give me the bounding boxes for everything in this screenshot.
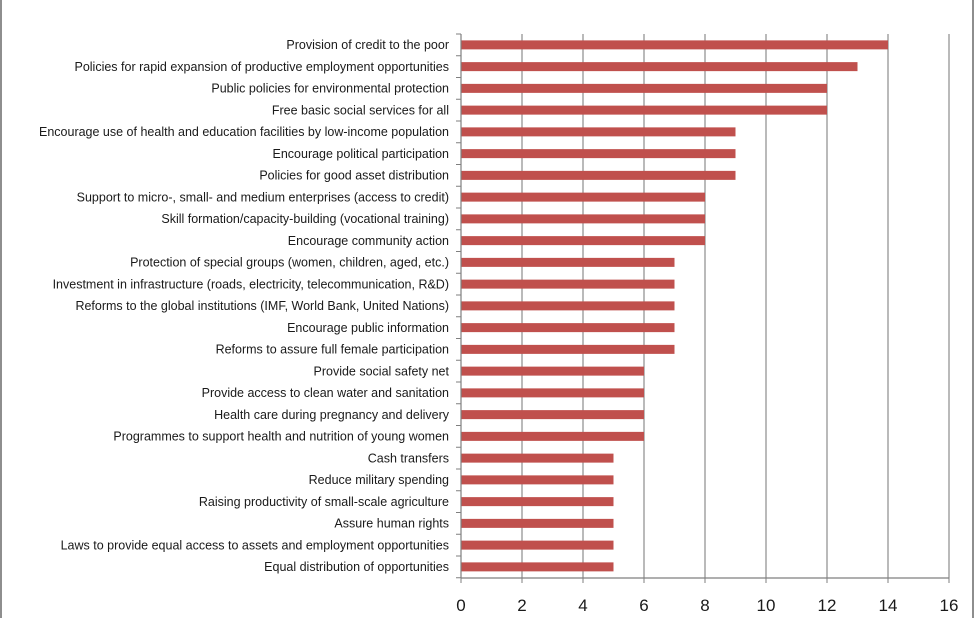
x-tick-label-4: 4: [578, 596, 587, 615]
category-label-7: Support to micro-, small- and medium ent…: [77, 190, 449, 204]
category-label-12: Reforms to the global institutions (IMF,…: [75, 299, 449, 313]
bar-2: [461, 83, 827, 93]
category-label-21: Raising productivity of small-scale agri…: [199, 495, 449, 509]
bar-3: [461, 105, 827, 115]
bar-13: [461, 323, 675, 333]
category-label-10: Protection of special groups (women, chi…: [130, 256, 449, 270]
category-label-11: Investment in infrastructure (roads, ele…: [53, 277, 449, 291]
bar-22: [461, 518, 614, 528]
category-label-19: Cash transfers: [368, 451, 449, 465]
category-label-0: Provision of credit to the poor: [286, 38, 449, 52]
category-label-20: Reduce military spending: [309, 473, 449, 487]
bar-4: [461, 127, 736, 137]
bar-8: [461, 214, 705, 224]
category-label-13: Encourage public information: [287, 321, 449, 335]
category-label-16: Provide access to clean water and sanita…: [202, 386, 449, 400]
x-tick-labels: 0 2 4 6 8 10 12 14 16: [456, 596, 958, 615]
category-label-8: Skill formation/capacity-building (vocat…: [161, 212, 449, 226]
category-label-5: Encourage political participation: [273, 147, 450, 161]
x-tick-label-14: 14: [879, 596, 898, 615]
right-frame-border: [972, 0, 974, 618]
bar-12: [461, 301, 675, 311]
category-label-6: Policies for good asset distribution: [259, 169, 449, 183]
category-label-24: Equal distribution of opportunities: [264, 560, 449, 574]
bar-6: [461, 170, 736, 180]
bar-23: [461, 540, 614, 550]
category-label-22: Assure human rights: [334, 517, 449, 531]
bar-5: [461, 149, 736, 159]
bar-0: [461, 40, 888, 50]
bar-17: [461, 410, 644, 420]
bar-20: [461, 475, 614, 485]
category-label-4: Encourage use of health and education fa…: [39, 125, 449, 139]
bar-11: [461, 279, 675, 289]
category-label-18: Programmes to support health and nutriti…: [113, 430, 449, 444]
category-label-9: Encourage community action: [288, 234, 449, 248]
category-label-1: Policies for rapid expansion of producti…: [74, 60, 449, 74]
bar-16: [461, 388, 644, 398]
x-tick-label-12: 12: [818, 596, 837, 615]
category-label-23: Laws to provide equal access to assets a…: [61, 538, 449, 552]
x-tick-label-16: 16: [940, 596, 959, 615]
axes: [456, 33, 950, 583]
bar-18: [461, 431, 644, 441]
bar-21: [461, 497, 614, 507]
bar-9: [461, 236, 705, 246]
category-label-17: Health care during pregnancy and deliver…: [214, 408, 450, 422]
category-labels: Provision of credit to the poor Policies …: [39, 38, 450, 574]
bar-7: [461, 192, 705, 202]
bar-15: [461, 366, 644, 376]
bar-19: [461, 453, 614, 463]
bar-10: [461, 257, 675, 267]
x-tick-label-2: 2: [517, 596, 526, 615]
bar-24: [461, 562, 614, 572]
x-tick-label-6: 6: [639, 596, 648, 615]
x-tick-label-10: 10: [757, 596, 776, 615]
bars: [461, 40, 888, 572]
category-label-2: Public policies for environmental protec…: [211, 82, 449, 96]
left-frame-border: [0, 0, 2, 618]
x-tick-label-8: 8: [700, 596, 709, 615]
bar-1: [461, 62, 858, 72]
category-label-15: Provide social safety net: [314, 364, 450, 378]
category-label-14: Reforms to assure full female participat…: [216, 343, 449, 357]
x-tick-label-0: 0: [456, 596, 465, 615]
category-label-3: Free basic social services for all: [272, 103, 449, 117]
bar-14: [461, 344, 675, 354]
